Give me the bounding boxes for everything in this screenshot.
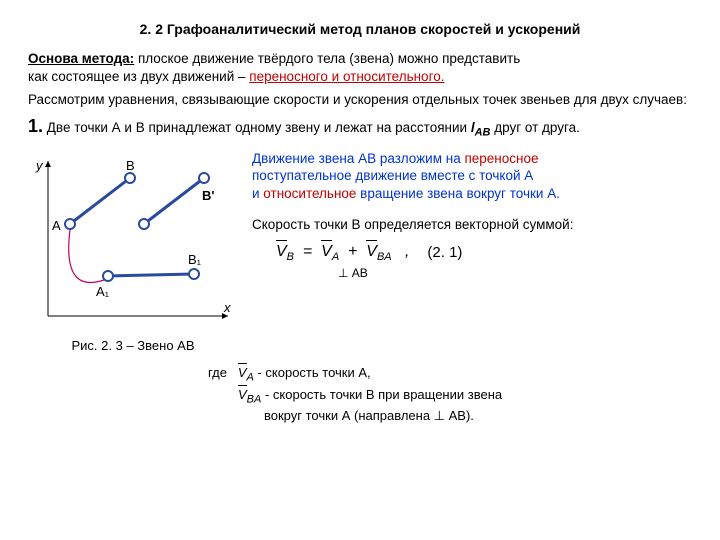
basis-text2: как состоящее из двух движений – bbox=[28, 69, 249, 84]
case1-num: 1. bbox=[28, 116, 43, 136]
motion-rel-a: и bbox=[252, 186, 263, 201]
motion-rel-c: вращение звена вокруг точки А. bbox=[356, 186, 560, 201]
basis-text1: плоское движение твёрдого тела (звена) м… bbox=[134, 51, 520, 66]
where-label: где bbox=[208, 365, 227, 380]
where-block: где VА - скорость точки А, VBA - скорост… bbox=[28, 365, 692, 426]
svg-text:A: A bbox=[52, 218, 61, 233]
svg-text:A₁: A₁ bbox=[96, 284, 110, 299]
figure-caption: Рис. 2. 3 – Звено АВ bbox=[28, 338, 238, 355]
motion-para: Движение звена АВ разложим на переносное… bbox=[252, 150, 692, 203]
link-diagram: y x A B B' A₁ B₁ bbox=[28, 146, 238, 336]
case1-lab-sub: AB bbox=[475, 127, 491, 139]
svg-text:B': B' bbox=[202, 188, 214, 203]
svg-text:B: B bbox=[126, 158, 135, 173]
basis-para: Основа метода: плоское движение твёрдого… bbox=[28, 50, 692, 85]
svg-text:B₁: B₁ bbox=[188, 252, 202, 267]
velocity-equation: VB = VA + VBA , (2. 1) bbox=[276, 242, 692, 264]
perp-note: ⊥ АВ bbox=[338, 266, 692, 282]
case1-text-a: Две точки А и В принадлежат одному звену… bbox=[47, 120, 471, 135]
diagram-col: y x A B B' A₁ B₁ Рис. 2. 3 – Звено АВ bbox=[28, 146, 238, 355]
page-title: 2. 2 Графоаналитический метод планов ско… bbox=[28, 20, 692, 38]
motion-line2: поступательное движение вместе с точкой … bbox=[252, 168, 533, 183]
case1-text-b: друг от друга. bbox=[490, 120, 579, 135]
velocity-para: Скорость точки В определяется векторной … bbox=[252, 216, 692, 234]
motion-carry: переносное bbox=[464, 151, 538, 166]
basis-highlight: переносного и относительного. bbox=[249, 69, 444, 84]
motion-intro: Движение звена АВ разложим на bbox=[252, 151, 464, 166]
svg-text:y: y bbox=[35, 158, 44, 173]
motion-rel-b: относительное bbox=[263, 186, 356, 201]
svg-text:x: x bbox=[223, 300, 231, 315]
case1-para: 1. Две точки А и В принадлежат одному зв… bbox=[28, 115, 692, 140]
basis-label: Основа метода: bbox=[28, 51, 134, 66]
equation-number: (2. 1) bbox=[427, 243, 462, 263]
consider-para: Рассмотрим уравнения, связывающие скорос… bbox=[28, 91, 692, 109]
